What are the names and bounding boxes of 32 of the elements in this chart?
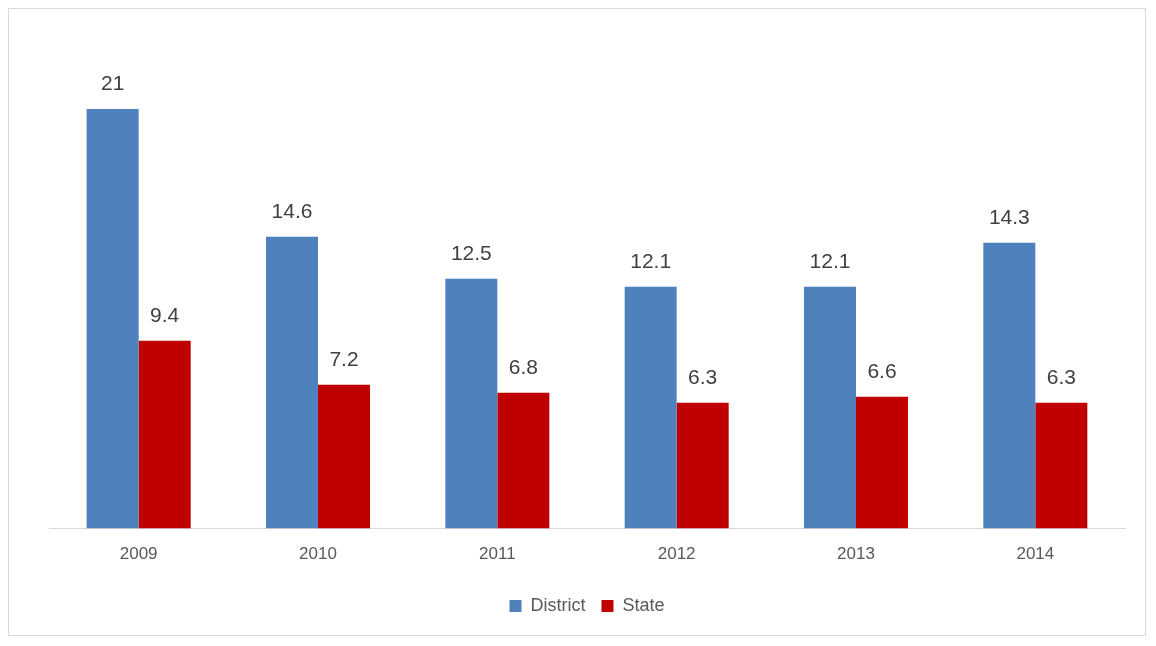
x-tick-label: 2011 bbox=[479, 544, 516, 564]
data-label: 9.4 bbox=[150, 303, 180, 327]
data-label: 14.3 bbox=[988, 205, 1030, 229]
x-tick-label: 2010 bbox=[299, 544, 337, 564]
bar bbox=[1035, 402, 1088, 529]
data-label: 21 bbox=[100, 71, 125, 95]
x-tick-label: 2012 bbox=[657, 544, 696, 564]
bar bbox=[856, 396, 909, 529]
bar bbox=[265, 236, 318, 529]
legend-label: District bbox=[530, 594, 586, 615]
bar bbox=[318, 384, 371, 529]
bar bbox=[86, 108, 139, 529]
bar bbox=[138, 340, 191, 529]
data-label: 6.6 bbox=[867, 359, 897, 382]
bar bbox=[445, 278, 498, 529]
bar bbox=[803, 286, 856, 529]
data-label: 6.3 bbox=[1046, 365, 1076, 388]
data-label: 12.1 bbox=[809, 249, 851, 273]
x-tick-label: 2013 bbox=[837, 544, 875, 564]
bar bbox=[983, 242, 1036, 529]
data-label: 12.5 bbox=[450, 241, 492, 265]
legend-label: State bbox=[622, 594, 665, 615]
bar bbox=[676, 402, 729, 529]
x-tick-label: 2009 bbox=[119, 544, 158, 564]
data-label: 12.1 bbox=[630, 249, 672, 273]
data-label: 7.2 bbox=[329, 347, 359, 371]
data-label: 6.8 bbox=[508, 355, 538, 379]
data-label: 6.3 bbox=[688, 365, 718, 388]
bar bbox=[497, 392, 550, 529]
x-tick-label: 2014 bbox=[1016, 544, 1055, 564]
data-label: 14.6 bbox=[271, 199, 313, 223]
bar bbox=[624, 286, 677, 529]
